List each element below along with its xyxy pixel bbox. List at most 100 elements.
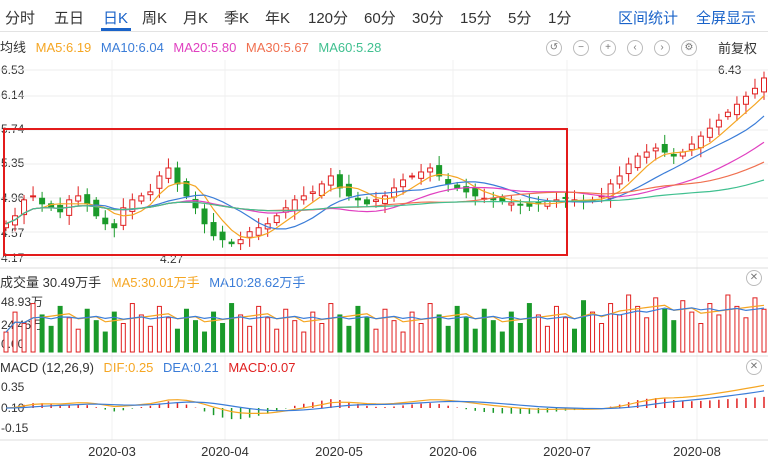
candle-body [372,199,379,202]
candle-body [183,181,190,197]
candle-body [93,199,100,217]
adjust-mode[interactable]: 前复权 [718,41,758,56]
tab-weekly-k[interactable]: 周K [142,10,168,27]
volume-bar [400,331,406,353]
tab-intraday[interactable]: 分时 [5,10,36,27]
volume-bar [472,328,478,353]
volume-bar [508,311,514,353]
candle-body [634,155,641,169]
candle-body [643,151,650,158]
price-tick-2: 6.14 [1,88,25,102]
tab-60min[interactable]: 60分 [364,10,396,27]
candle-body [508,202,515,206]
zoom-out-icon[interactable]: − [573,40,589,56]
candle-body [174,167,181,185]
volume-bar [265,317,271,353]
candle-body [607,183,614,199]
candle-body [409,175,416,178]
candle-body [156,175,163,189]
ma5-line [5,95,765,239]
volume-bar [427,303,433,353]
macd-value: MACD:0.07 [228,360,296,375]
price-tick-4: 5.35 [1,156,25,170]
volume-bar [761,308,767,353]
macd-dea: DEA:0.21 [163,360,219,375]
volume-bar [30,303,36,353]
tab-5min[interactable]: 5分 [508,10,532,27]
volume-bar [355,305,361,353]
volume-bar [581,300,587,353]
zoom-in-icon[interactable]: + [600,40,616,56]
volume-bar [220,323,226,353]
ma60-value: MA60:5.28 [318,40,382,55]
tab-1min[interactable]: 1分 [548,10,572,27]
candle-body [147,191,154,196]
volume-bar [490,320,496,353]
macd-dif-line [5,384,765,414]
candle-body [129,199,136,212]
ma5-value: MA5:6.19 [35,40,92,55]
candle-body [336,174,343,189]
macd-title: MACD (12,26,9) [0,360,94,375]
volume-bar [283,308,289,353]
macd-dea-line [5,390,765,412]
tab-15min[interactable]: 15分 [460,10,492,27]
candle-body [309,191,316,194]
candle-body [688,143,695,151]
candle-body [138,195,145,202]
volume-bar [499,331,505,353]
candle-body [697,135,704,149]
tab-30min[interactable]: 30分 [412,10,444,27]
tab-quarterly-k[interactable]: 季K [224,10,250,27]
volume-bar [608,303,614,353]
volume-bar [310,311,316,353]
macd-close-icon[interactable]: ✕ [746,359,762,375]
volume-bar [202,331,208,353]
volume-bar [481,308,487,353]
volume-bar [129,303,135,353]
volume-bar [328,303,334,353]
scroll-left-icon[interactable]: ‹ [627,40,643,56]
active-tab-indicator [101,28,131,31]
candle-body [715,119,722,128]
range-stats-link[interactable]: 区间统计 [618,10,679,27]
kline-chart[interactable] [0,0,768,444]
volume-bar [12,311,18,353]
ma30-value: MA30:5.67 [245,40,309,55]
candle-body [400,179,407,188]
candle-body [165,167,172,179]
volume-bar [256,305,262,353]
candle-body [661,143,668,153]
tab-120min[interactable]: 120分 [308,10,349,27]
candle-body [210,222,217,237]
volume-bar [193,320,198,353]
macd-legend: MACD (12,26,9) DIF:0.25 DEA:0.21 MACD:0.… [0,360,302,375]
tab-daily-k[interactable]: 日K [103,10,129,27]
volume-bar [66,317,72,353]
settings-icon[interactable]: ⚙ [681,40,697,56]
volume-bar [57,305,63,353]
candle-body [652,147,659,152]
volume-bar [337,314,343,353]
candle-body [30,195,37,198]
volume-close-icon[interactable]: ✕ [746,270,762,286]
reset-icon[interactable]: ↺ [546,40,562,56]
period-tab-bar: 分时 五日 日K 周K 月K 季K 年K 120分 60分 30分 15分 5分… [0,0,768,32]
tab-five-day[interactable]: 五日 [54,10,85,27]
volume-bar [553,305,559,353]
volume-bar [364,317,370,353]
volume-bar [183,308,189,353]
tab-yearly-k[interactable]: 年K [265,10,291,27]
volume-bar [165,317,171,353]
candle-body [517,203,524,206]
ma10-value: MA10:6.04 [100,40,164,55]
scroll-right-icon[interactable]: › [654,40,670,56]
volume-bar [102,331,108,353]
fullscreen-link[interactable]: 全屏显示 [696,10,757,27]
selection-highlight-box [3,128,568,256]
tab-monthly-k[interactable]: 月K [183,10,209,27]
candle-body [327,175,334,186]
volume-bar [698,323,704,353]
volume-legend: 成交量 30.49万手 MA5:30.01万手 MA10:28.62万手 [0,272,311,291]
volume-bar [689,311,695,353]
